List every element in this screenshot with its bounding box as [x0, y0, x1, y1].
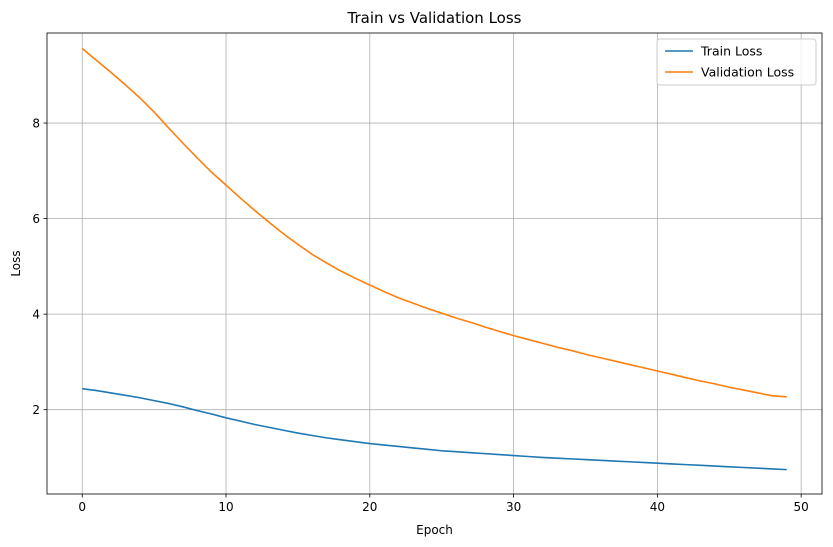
y-axis-label: Loss: [9, 250, 23, 276]
series-line-0: [82, 387, 787, 471]
grid-layer: [47, 33, 822, 494]
legend-box: [656, 38, 817, 86]
chart-title: Train vs Validation Loss: [347, 9, 522, 27]
x-tick-label: 30: [506, 500, 521, 514]
x-tick-label: 20: [362, 500, 377, 514]
y-tick-label: 8: [32, 117, 40, 131]
y-tick-label: 6: [32, 212, 40, 226]
ticks-layer: 0 10 20 30 40 50 2 4 6 8: [32, 117, 808, 514]
x-tick-label: 50: [794, 500, 809, 514]
series-line-1: [81, 47, 787, 398]
legend: Train Loss Validation Loss: [656, 38, 817, 86]
lines-layer: [81, 47, 787, 471]
plot-frame: [46, 32, 823, 495]
y-tick-label: 2: [32, 403, 40, 417]
legend-label: Train Loss: [700, 44, 762, 59]
legend-label: Validation Loss: [701, 65, 794, 80]
x-tick-label: 40: [650, 500, 665, 514]
x-tick-label: 10: [218, 500, 233, 514]
x-axis-label: Epoch: [416, 523, 453, 537]
x-tick-label: 0: [78, 500, 86, 514]
y-tick-label: 4: [32, 308, 40, 322]
